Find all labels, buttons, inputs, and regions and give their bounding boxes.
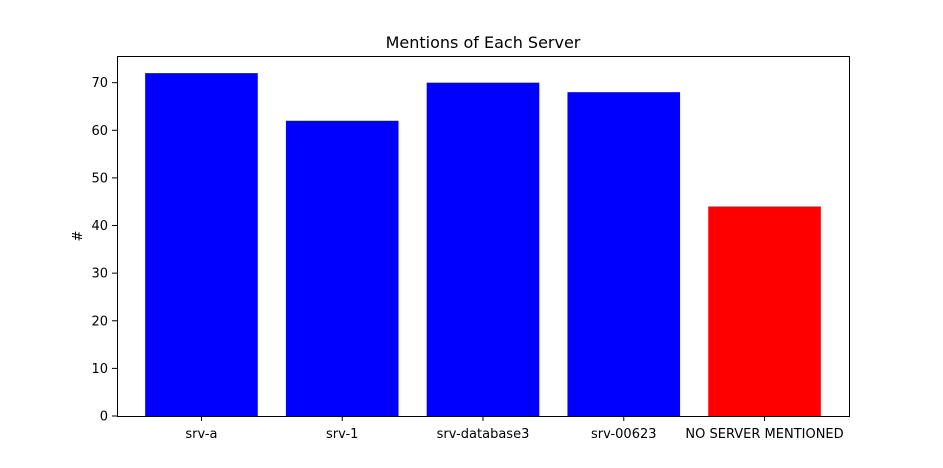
bar-4: [708, 206, 821, 416]
y-tick-label: 70: [91, 76, 108, 91]
bar-2: [426, 82, 540, 417]
y-tick-label: 60: [91, 124, 108, 139]
y-tick-label: 20: [91, 314, 108, 329]
y-tick-label: 0: [100, 410, 108, 425]
y-axis-ticks: 0 10 20 30 40 50 60 70: [91, 76, 117, 425]
y-tick-label: 40: [91, 219, 108, 234]
x-tick-label: NO SERVER MENTIONED: [685, 427, 843, 442]
bar-3: [567, 92, 681, 416]
bar-1: [285, 120, 399, 416]
chart-title: Mentions of Each Server: [386, 33, 581, 52]
x-tick-label: srv-00623: [591, 427, 657, 442]
x-tick-label: srv-database3: [437, 427, 530, 442]
bar-0: [145, 73, 258, 417]
x-tick-label: srv-1: [326, 427, 358, 442]
y-tick-label: 30: [91, 267, 108, 282]
plot-area-frame: [117, 56, 850, 417]
x-tick-label: srv-a: [185, 427, 217, 442]
y-axis-label: #: [71, 231, 86, 242]
x-axis-ticks: srv-a srv-1 srv-database3 srv-00623 NO SERVE…: [185, 416, 844, 442]
bars-group: [145, 73, 821, 417]
y-tick-label: 10: [91, 362, 108, 377]
y-tick-label: 50: [91, 171, 108, 186]
